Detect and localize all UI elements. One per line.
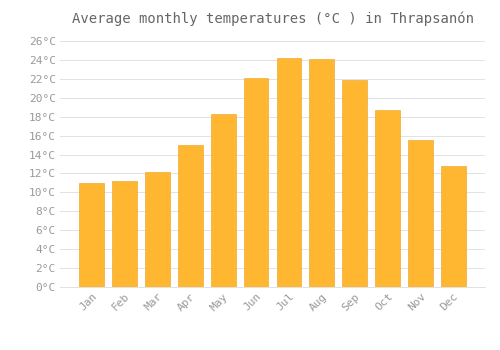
Bar: [211, 114, 236, 287]
Bar: [112, 181, 137, 287]
Bar: [178, 145, 203, 287]
Bar: [376, 110, 400, 287]
Bar: [276, 58, 301, 287]
Bar: [145, 172, 170, 287]
Bar: [441, 166, 466, 287]
Title: Average monthly temperatures (°C ) in Thrapsanón: Average monthly temperatures (°C ) in Th…: [72, 12, 473, 26]
Bar: [408, 140, 433, 287]
Bar: [244, 78, 268, 287]
Bar: [342, 80, 367, 287]
Bar: [80, 183, 104, 287]
Bar: [310, 59, 334, 287]
